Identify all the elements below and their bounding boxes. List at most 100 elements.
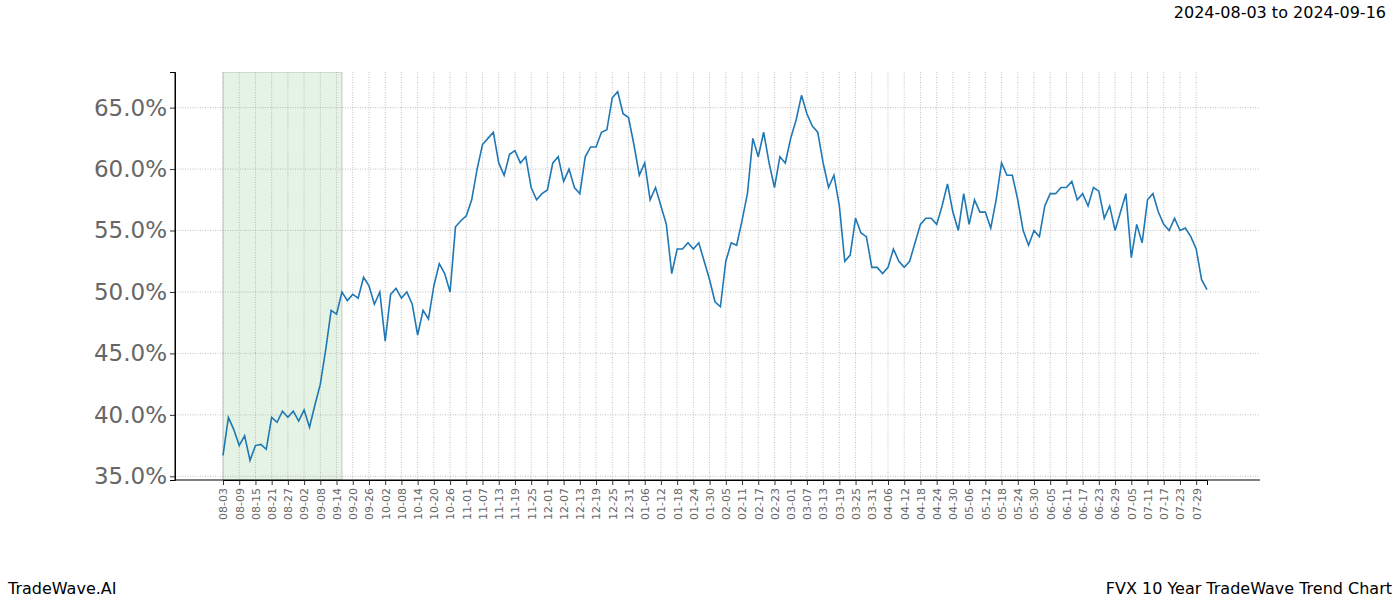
x-tick: 08-21 [266,480,279,520]
x-tick-mark [434,480,435,485]
title: 2024-08-03 to 2024-09-16 [1174,3,1386,22]
x-tick: 04-18 [915,480,928,520]
x-tick-mark [1115,480,1116,485]
grid-line [547,72,548,480]
footer-left: TradeWave.AI [7,579,116,598]
x-tick-mark [450,480,451,485]
y-tick: 50.0% [94,279,175,305]
x-tick-label: 08-09 [234,488,247,520]
x-tick-mark [726,480,727,485]
x-tick-mark [304,480,305,485]
x-tick: 11-19 [509,480,522,520]
x-tick-mark [272,480,273,485]
x-tick: 05-24 [1012,480,1025,520]
x-tick-mark [1131,480,1132,485]
chart: 35.0%40.0%45.0%50.0%55.0%60.0%65.0%08-03… [0,0,1400,600]
x-tick: 12-31 [623,480,636,520]
plot-area [223,72,342,480]
x-tick-label: 07-29 [1191,488,1204,520]
x-tick-mark [580,480,581,485]
y-tick-label: 45.0% [94,340,167,366]
x-tick: 12-25 [607,480,620,520]
grid-line [952,72,953,480]
x-tick-mark [937,480,938,485]
x-tick-label: 10-26 [444,488,457,520]
x-tick-mark [742,480,743,485]
x-axis-line [224,481,1208,486]
x-tick-mark [1164,480,1165,485]
grid-line [336,72,337,480]
x-tick-mark [677,480,678,485]
x-tick-label: 02-05 [720,488,733,520]
grid-line [1179,72,1180,480]
line [223,92,1207,461]
x-tick-mark [401,480,402,485]
x-tick: 08-27 [282,480,295,520]
y-tick-label: 60.0% [94,156,167,182]
x-tick-mark [288,480,289,485]
x-tick-label: 03-25 [850,488,863,520]
x-tick-mark [710,480,711,485]
x-tick-mark [1066,480,1067,485]
y-axis: 35.0%40.0%45.0%50.0%55.0%60.0%65.0% [94,73,176,490]
x-tick-mark [239,480,240,485]
grid-line [385,72,386,480]
x-tick-mark [1099,480,1100,485]
x-tick-label: 07-11 [1142,488,1155,520]
y-spine [175,72,176,480]
x-tick-mark [1148,480,1149,485]
grid-line [482,72,483,480]
x-tick-mark [564,480,565,485]
grid-line [1001,72,1002,480]
x-tick: 03-13 [817,480,830,520]
y-tick-mark [170,231,175,232]
x-tick: 02-11 [736,480,749,520]
grid-line [531,72,532,480]
grid-line [839,72,840,480]
x-tick-label: 11-19 [509,488,522,520]
x-tick-label: 07-05 [1126,488,1139,520]
x-tick: 12-13 [574,480,587,520]
x-tick: 05-18 [996,480,1009,520]
x-tick-label: 07-23 [1174,488,1187,520]
x-tick-label: 04-12 [899,488,912,520]
grid-line [175,291,1260,292]
grid-line [936,72,937,480]
x-tick-mark [483,480,484,485]
x-tick: 05-06 [963,480,976,520]
x-tick: 01-30 [704,480,717,520]
x-tick-label: 09-26 [363,488,376,520]
x-tick-label: 12-25 [607,488,620,520]
x-tick: 10-02 [380,480,393,520]
x-tick-mark [888,480,889,485]
x-tick: 03-19 [834,480,847,520]
x-tick: 08-03 [217,480,230,520]
y-tick-mark [170,292,175,293]
x-tick: 01-12 [655,480,668,520]
x-tick-label: 11-07 [477,488,490,520]
x-tick-mark [791,480,792,485]
x-tick-mark [353,480,354,485]
x-tick-mark [872,480,873,485]
x-tick: 01-24 [688,480,701,520]
x-tick-mark [255,480,256,485]
grid-line [352,72,353,480]
grid [175,72,1260,480]
x-tick-mark [1002,480,1003,485]
grid-line [660,72,661,480]
grid-line [1163,72,1164,480]
x-tick-mark [1018,480,1019,485]
x-tick-label: 08-21 [266,488,279,520]
grid-line [871,72,872,480]
y-tick-label: 65.0% [94,94,167,120]
grid-line [563,72,564,480]
x-tick-label: 11-25 [526,488,539,520]
y-axis-line [170,73,176,481]
x-tick: 07-17 [1158,480,1171,520]
y-tick: 55.0% [94,217,175,243]
x-tick: 10-14 [412,480,425,520]
x-tick-label: 06-17 [1077,488,1090,520]
grid-line [450,72,451,480]
x-tick: 01-06 [639,480,652,520]
x-tick-mark [645,480,646,485]
